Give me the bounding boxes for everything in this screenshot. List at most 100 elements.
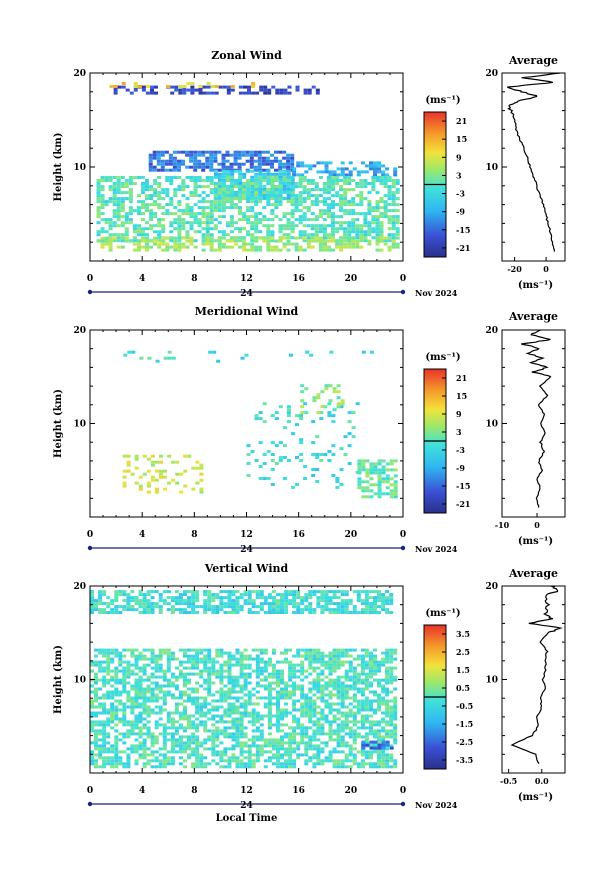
heatmap-cell: [259, 750, 264, 754]
heatmap-cell: [205, 236, 210, 240]
heatmap-cell: [146, 602, 151, 606]
heatmap-cell: [316, 723, 321, 727]
heatmap-cell: [240, 356, 245, 360]
heatmap-cell: [340, 759, 345, 763]
heatmap-cell: [393, 696, 398, 700]
heatmap-cell: [102, 759, 107, 763]
x-tick-label: 12: [240, 786, 253, 796]
heatmap-cell: [292, 705, 297, 709]
heatmap-cell: [183, 484, 188, 488]
heatmap-cell: [193, 212, 198, 216]
heatmap-cell: [312, 693, 317, 697]
heatmap-cell: [322, 242, 327, 246]
heatmap-cell: [255, 590, 260, 594]
heatmap-cell: [331, 444, 336, 448]
heatmap-cell: [193, 215, 198, 219]
heatmap-cell: [219, 687, 224, 691]
heatmap-cell: [267, 738, 272, 742]
heatmap-cell: [201, 185, 206, 189]
heatmap-cell: [174, 738, 179, 742]
heatmap-cell: [116, 236, 121, 240]
heatmap-cell: [391, 197, 396, 201]
heatmap-cell: [158, 648, 163, 652]
heatmap-cell: [363, 224, 368, 228]
heatmap-cell: [310, 212, 315, 216]
heatmap-cell: [282, 245, 287, 249]
heatmap-cell: [294, 209, 299, 213]
heatmap-cell: [262, 176, 267, 179]
heatmap-cell: [364, 678, 369, 682]
heatmap-cell: [324, 687, 329, 691]
heatmap-cell: [191, 599, 196, 603]
heatmap-cell: [363, 239, 368, 243]
heatmap-cell: [120, 182, 125, 185]
heatmap-cell: [379, 179, 384, 182]
heatmap-cell: [238, 185, 242, 189]
heatmap-cell: [257, 159, 262, 163]
heatmap-cell: [316, 393, 321, 397]
heatmap-cell: [365, 471, 370, 475]
colorbar-tick-label: -9: [456, 463, 465, 473]
heatmap-cell: [331, 218, 335, 222]
heatmap-cell: [292, 590, 297, 594]
heatmap-cell: [306, 233, 311, 237]
heatmap-cell: [219, 756, 224, 760]
heatmap-cell: [312, 705, 317, 709]
heatmap-cell: [385, 735, 390, 739]
date-label: 24: [240, 801, 253, 811]
heatmap-cell: [211, 663, 216, 667]
heatmap-cell: [108, 242, 113, 246]
heatmap-cell: [288, 696, 293, 700]
heatmap-cell: [274, 206, 279, 210]
heatmap-cell: [373, 170, 377, 174]
colorbar-tick-label: -21: [456, 499, 470, 509]
heatmap-cell: [134, 714, 139, 718]
heatmap-cell: [128, 200, 133, 204]
heatmap-cell: [230, 169, 235, 173]
heatmap-cell: [98, 611, 103, 614]
heatmap-cell: [235, 657, 240, 661]
heatmap-cell: [191, 735, 196, 739]
heatmap-cell: [126, 699, 131, 703]
heatmap-cell: [324, 681, 329, 685]
heatmap-cell: [367, 224, 372, 228]
heatmap-cell: [322, 218, 327, 222]
heatmap-cell: [373, 699, 377, 703]
heatmap-cell: [199, 696, 204, 700]
heatmap-cell: [369, 495, 374, 499]
heatmap-cell: [300, 678, 305, 682]
heatmap-cell: [336, 611, 341, 614]
heatmap-cell: [347, 462, 352, 465]
heatmap-cell: [266, 194, 271, 198]
heatmap-cell: [162, 651, 167, 655]
heatmap-cell: [243, 681, 248, 685]
heatmap-cell: [118, 759, 123, 763]
heatmap-cell: [373, 654, 377, 658]
heatmap-cell: [114, 648, 119, 652]
heatmap-cell: [292, 173, 297, 177]
heatmap-cell: [191, 687, 196, 691]
heatmap-cell: [209, 191, 214, 195]
heatmap-cell: [267, 756, 272, 760]
heatmap-cell: [223, 696, 228, 700]
heatmap-cell: [339, 209, 344, 213]
heatmap-cell: [352, 711, 357, 715]
heatmap-cell: [154, 741, 159, 745]
heatmap-cell: [146, 711, 151, 715]
heatmap-cell: [320, 687, 325, 691]
heatmap-cell: [267, 690, 272, 694]
heatmap-cell: [110, 657, 115, 661]
heatmap-cell: [177, 176, 182, 179]
heatmap-cell: [138, 729, 143, 733]
heatmap-cell: [320, 717, 325, 721]
heatmap-cell: [324, 384, 329, 388]
heatmap-cell: [242, 245, 247, 249]
heatmap-cell: [124, 227, 129, 231]
heatmap-cell: [344, 720, 349, 724]
heatmap-cell: [387, 188, 392, 192]
heatmap-cell: [219, 714, 224, 718]
heatmap-cell: [243, 675, 248, 679]
heatmap-cell: [247, 593, 252, 597]
heatmap-cell: [90, 684, 94, 688]
heatmap-cell: [262, 462, 267, 465]
